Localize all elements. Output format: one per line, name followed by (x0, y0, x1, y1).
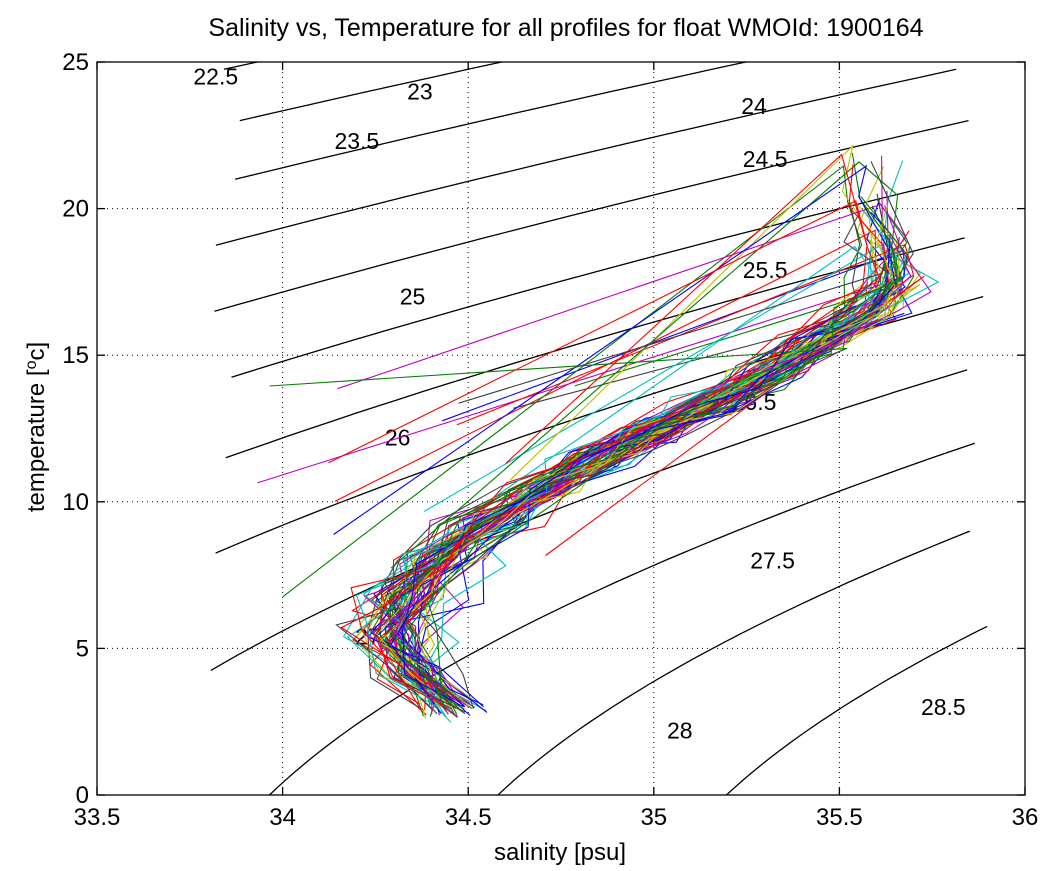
profile-line (340, 305, 858, 707)
y-tick-label: 15 (62, 342, 89, 369)
x-axis-label: salinity [psu] (494, 839, 626, 866)
x-tick-label: 34 (269, 804, 296, 831)
y-tick-label: 10 (62, 489, 89, 516)
axes-box (96, 61, 1026, 796)
plot-area: 22.52323.52424.52525.52626.52727.52828.5… (62, 49, 1039, 831)
y-axis-label: temperature [oc] (23, 342, 51, 512)
profile-line (383, 272, 884, 713)
profile-line (269, 347, 848, 716)
density-contour-label: 25 (400, 284, 426, 310)
profile-line (328, 200, 868, 710)
profile-line (390, 344, 821, 714)
y-axis-label-main: temperature [ (23, 369, 50, 512)
x-tick-label: 35.5 (816, 804, 863, 831)
density-contour-label: 24.5 (743, 146, 788, 172)
density-contour-line (268, 442, 976, 795)
y-tick-label: 5 (76, 635, 89, 662)
density-contour-label: 28 (667, 717, 693, 743)
density-contours-group (210, 62, 988, 795)
density-contour-line (214, 119, 969, 312)
density-contour-label: 23 (407, 78, 433, 104)
density-contour-line (225, 237, 965, 459)
density-contour-line (234, 62, 749, 180)
density-contour-label: 25.5 (743, 257, 788, 283)
density-contour-label: 28.5 (921, 694, 966, 720)
density-contour-label: 22.5 (193, 64, 238, 90)
profile-line (376, 164, 890, 705)
y-tick-label: 25 (62, 49, 89, 76)
y-tick-label: 20 (62, 196, 89, 223)
density-contour-line (223, 62, 261, 70)
x-tick-label: 33.5 (74, 804, 121, 831)
density-contour-line (239, 62, 505, 122)
profile-line (387, 196, 909, 712)
chart-title: Salinity vs, Temperature for all profile… (208, 14, 923, 42)
profile-line (401, 305, 856, 708)
x-tick-label: 34.5 (445, 804, 492, 831)
y-axis-label-end: c] (23, 342, 50, 361)
profile-line (393, 287, 905, 715)
density-contour-line (215, 68, 957, 246)
density-contour-label: 27.5 (750, 547, 795, 573)
density-contour-label: 23.5 (334, 128, 379, 154)
density-contour-label: 24 (741, 93, 767, 119)
y-tick-label: 0 (76, 782, 89, 809)
x-tick-label: 36 (1012, 804, 1039, 831)
y-axis-label-sup: o (23, 360, 40, 369)
density-contour-line (231, 178, 960, 378)
profile-line (376, 205, 896, 708)
profile-line (350, 153, 882, 711)
profile-line (335, 343, 803, 715)
density-contour-line (725, 625, 988, 795)
x-tick-label: 35 (640, 804, 667, 831)
profile-line (384, 243, 915, 696)
profile-line (378, 283, 921, 701)
profiles-group (257, 144, 940, 723)
density-contour-line (497, 530, 971, 795)
profile-line (355, 245, 884, 708)
